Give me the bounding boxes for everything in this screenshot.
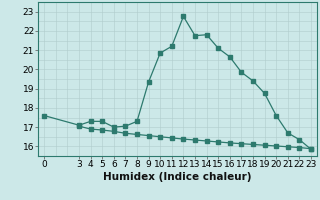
X-axis label: Humidex (Indice chaleur): Humidex (Indice chaleur) bbox=[103, 172, 252, 182]
